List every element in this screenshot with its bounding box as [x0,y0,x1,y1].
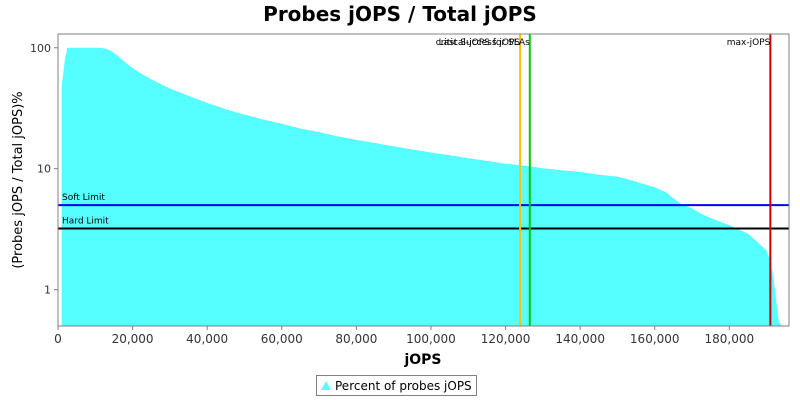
plot-frame [57,33,790,327]
x-axis-label: jOPS [403,352,441,368]
x-tick-label: 80,000 [335,332,377,346]
x-tick-label: 60,000 [261,332,303,346]
x-tick-label: 140,000 [555,332,605,346]
y-tick-label: 1 [44,284,51,297]
y-tick-label: 100 [30,42,51,55]
ref-label-0: Soft Limit [62,193,105,203]
x-tick-label: 20,000 [112,332,154,346]
x-tick-label: 0 [54,332,62,346]
y-tick-label: 10 [37,163,51,176]
legend-swatch-icon [321,381,331,390]
y-axis-label: (Probes jOPS / Total jOPS)% [11,91,26,268]
legend: Percent of probes jOPS [316,375,477,396]
ref-label-2: Last Success jOPS [439,38,521,48]
legend-label: Percent of probes jOPS [335,378,472,393]
x-tick-label: 120,000 [481,332,531,346]
ref-label-4: max-jOPS [727,38,771,48]
x-tick-label: 100,000 [406,332,456,346]
x-tick-label: 40,000 [186,332,228,346]
x-tick-label: 180,000 [705,332,755,346]
chart-title: Probes jOPS / Total jOPS [263,2,537,26]
ref-label-3: critical-jOPS for SLAs [436,38,530,48]
ref-label-1: Hard Limit [62,217,109,227]
area-series [61,47,782,327]
x-tick-label: 160,000 [630,332,680,346]
